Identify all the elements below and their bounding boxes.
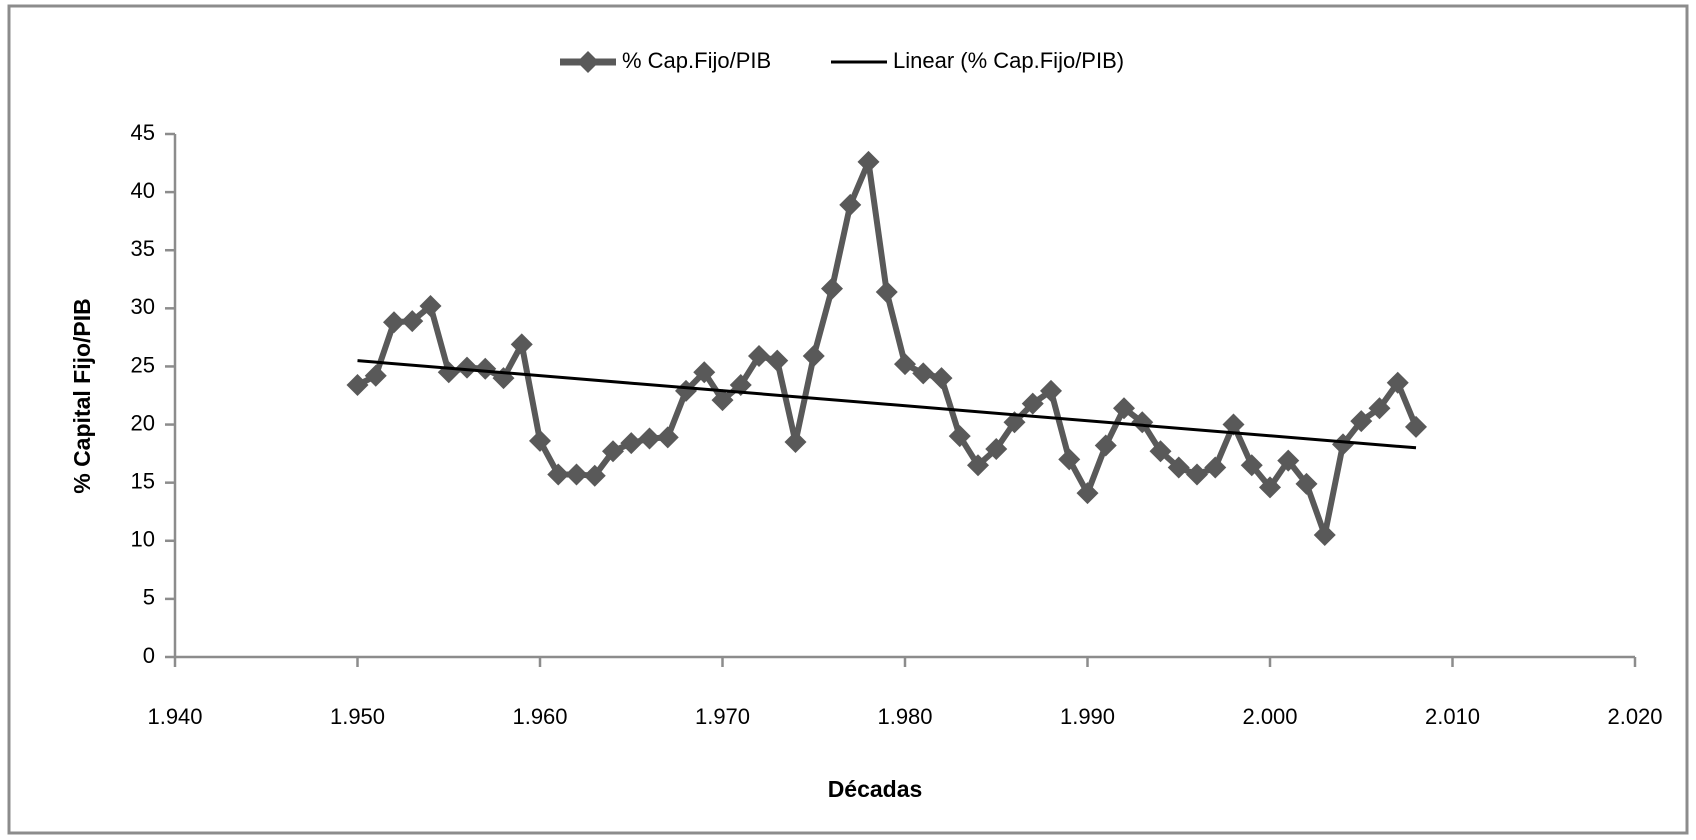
x-tick-label: 1.940 — [147, 704, 202, 729]
data-point — [985, 437, 1008, 460]
data-point — [675, 379, 697, 402]
data-point — [1259, 476, 1281, 499]
data-point — [912, 362, 935, 385]
data-point — [1222, 413, 1245, 436]
data-point — [1149, 440, 1172, 463]
data-point — [1113, 397, 1135, 420]
data-point — [693, 361, 716, 384]
y-tick-label: 15 — [131, 468, 155, 493]
y-tick-label: 45 — [131, 120, 155, 145]
data-point — [1350, 410, 1373, 433]
legend-label: % Cap.Fijo/PIB — [622, 48, 771, 73]
data-point — [474, 357, 497, 380]
data-point — [1021, 392, 1044, 415]
data-point — [1405, 415, 1427, 438]
x-tick-label: 1.950 — [330, 704, 385, 729]
data-point — [1295, 472, 1318, 495]
x-tick-label: 2.020 — [1607, 704, 1662, 729]
data-point — [638, 427, 661, 450]
data-point — [1094, 434, 1117, 457]
legend-marker — [577, 51, 599, 73]
data-point — [346, 374, 369, 397]
y-tick-label: 20 — [131, 410, 155, 435]
data-point — [1167, 456, 1190, 479]
data-point — [1131, 411, 1154, 434]
x-tick-label: 1.990 — [1060, 704, 1115, 729]
data-point — [529, 429, 551, 452]
y-axis-label: % Capital Fijo/PIB — [69, 298, 95, 494]
data-point — [857, 150, 880, 173]
y-tick-label: 35 — [131, 236, 155, 261]
data-point — [656, 426, 679, 449]
data-point — [364, 364, 387, 387]
data-point — [383, 311, 405, 334]
data-point — [894, 353, 916, 376]
data-point — [930, 367, 953, 390]
y-tick-label: 30 — [131, 294, 155, 319]
data-line — [357, 359, 1417, 450]
data-point — [839, 193, 862, 216]
data-point — [948, 425, 971, 448]
y-tick-label: 0 — [143, 643, 155, 668]
data-point — [620, 432, 643, 455]
data-point — [1003, 411, 1026, 434]
data-point — [1240, 454, 1263, 477]
chart-border — [7, 4, 1689, 835]
data-point — [565, 463, 588, 486]
data-point — [547, 463, 570, 486]
data-point — [583, 464, 606, 487]
data-point — [748, 344, 770, 367]
data-point — [766, 349, 789, 372]
data-point — [802, 344, 825, 367]
data-point — [510, 333, 533, 356]
x-tick-label: 1.980 — [877, 704, 932, 729]
data-point — [1332, 433, 1354, 456]
data-point — [821, 277, 843, 300]
data-point — [1368, 397, 1391, 420]
data-point — [1204, 456, 1227, 479]
data-point — [1313, 523, 1336, 546]
data-point — [602, 440, 624, 463]
x-tick-label: 2.010 — [1425, 704, 1480, 729]
data-point — [784, 430, 807, 453]
data-point — [401, 310, 424, 333]
y-tick-label: 40 — [131, 178, 155, 203]
y-tick-label: 10 — [131, 527, 155, 552]
y-tick-label: 5 — [143, 585, 155, 610]
y-tick-label: 25 — [131, 352, 155, 377]
data-point — [1058, 448, 1081, 471]
data-point — [1076, 482, 1099, 505]
data-point — [967, 454, 989, 477]
legend-label: Linear (% Cap.Fijo/PIB) — [893, 48, 1124, 73]
x-tick-label: 1.960 — [512, 704, 567, 729]
data-point — [456, 356, 478, 379]
x-tick-label: 2.000 — [1242, 704, 1297, 729]
data-point — [711, 389, 734, 412]
data-point — [1277, 449, 1300, 472]
data-point — [875, 281, 898, 304]
data-point — [1386, 371, 1409, 394]
x-axis-label: Décadas — [828, 776, 923, 802]
data-point — [419, 295, 442, 318]
data-point — [1040, 379, 1062, 402]
x-tick-label: 1.970 — [695, 704, 750, 729]
data-point — [1186, 463, 1208, 486]
